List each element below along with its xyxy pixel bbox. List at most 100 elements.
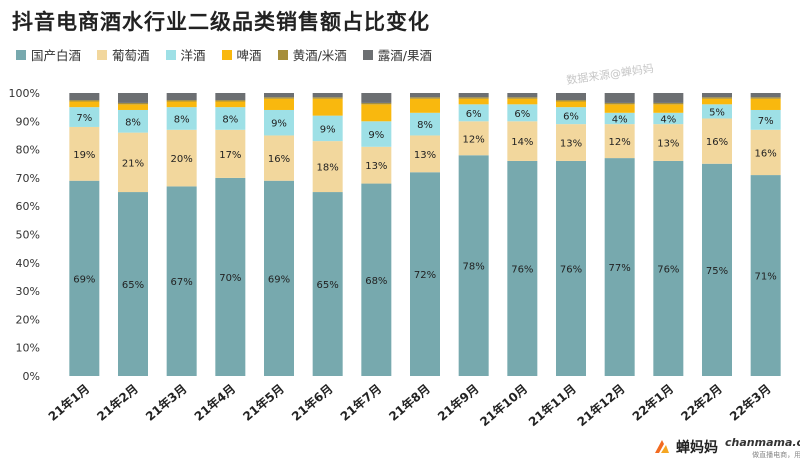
bar-segment <box>215 100 246 102</box>
x-tick-label: 21年7月 <box>337 381 384 424</box>
bar-segment <box>507 121 538 161</box>
data-label: 12% <box>609 137 631 148</box>
legend-swatch <box>16 49 26 60</box>
chart-title: 抖音电商酒水行业二级品类销售额占比变化 <box>12 10 430 34</box>
bar-segment <box>653 104 684 113</box>
x-tick-label: 21年9月 <box>434 381 481 424</box>
data-label: 75% <box>706 266 728 277</box>
data-label: 77% <box>609 263 631 274</box>
bar-segment <box>118 132 148 193</box>
x-tick-label: 21年8月 <box>386 381 433 424</box>
data-label: 69% <box>268 274 290 285</box>
bar-segment <box>556 93 586 101</box>
bar-segment <box>750 97 781 99</box>
y-tick-label: 90% <box>16 115 40 128</box>
bar-segment <box>702 98 732 105</box>
legend-item: 露酒/果酒 <box>362 45 432 64</box>
bar-segment <box>410 135 440 173</box>
bar-segment <box>410 97 440 99</box>
bar-segment <box>410 93 440 98</box>
data-label: 67% <box>171 277 193 288</box>
bar-segment <box>410 112 440 136</box>
bar-segment <box>312 97 343 99</box>
data-label: 8% <box>222 114 238 125</box>
bar-segment <box>118 109 148 133</box>
bar-segment <box>750 93 781 98</box>
data-label: 13% <box>365 161 387 172</box>
legend-label: 黄酒/米酒 <box>292 48 347 63</box>
y-tick-label: 40% <box>16 257 40 270</box>
bar-segment <box>215 177 246 376</box>
legend-swatch <box>362 49 373 60</box>
bar-segment <box>361 121 392 147</box>
x-tick-label: 21年4月 <box>191 381 238 424</box>
bar-segment <box>507 98 538 105</box>
site-info: chanmama.com 做直播电商，用蝉妈妈 <box>725 436 800 460</box>
bar-segment <box>215 107 246 130</box>
bar-segment <box>458 93 489 98</box>
data-label: 69% <box>73 274 95 285</box>
bar-segment <box>458 121 489 156</box>
legend: 国产白酒 葡萄酒 洋酒 啤酒 黄酒/米酒 露酒/果酒 <box>16 45 448 64</box>
bar-segment <box>556 101 586 108</box>
y-tick-label: 80% <box>16 144 40 157</box>
cicada-logo-icon <box>655 440 669 453</box>
bar-segment <box>312 93 343 98</box>
bar-segment <box>312 115 343 142</box>
bar-segment <box>750 129 781 176</box>
bar-segment <box>118 93 148 103</box>
y-tick-label: 100% <box>9 87 40 100</box>
data-label: 76% <box>511 264 533 275</box>
bar-segment <box>702 163 732 376</box>
bar-segment <box>556 107 586 125</box>
data-label: 76% <box>560 264 582 275</box>
legend-label: 露酒/果酒 <box>377 48 432 63</box>
bar-segment <box>166 186 197 376</box>
data-label: 14% <box>511 137 533 148</box>
bar-segment <box>361 146 392 184</box>
legend-label: 洋酒 <box>180 48 206 63</box>
y-tick-label: 10% <box>16 342 40 355</box>
bar-segment <box>166 107 197 130</box>
bar-segment <box>215 101 246 108</box>
data-label: 13% <box>657 139 679 150</box>
bar-segment <box>118 102 148 105</box>
y-tick-label: 60% <box>16 200 40 213</box>
data-label: 8% <box>125 117 141 128</box>
bar-segment <box>604 124 635 159</box>
data-label: 12% <box>463 134 485 145</box>
legend-swatch <box>165 49 176 60</box>
data-label: 4% <box>660 114 676 125</box>
bar-segment <box>312 141 343 193</box>
data-label: 65% <box>122 280 144 291</box>
data-label: 9% <box>368 130 384 141</box>
bar-segment <box>702 118 732 164</box>
bar-segment <box>604 104 635 113</box>
bar-segment <box>653 102 684 105</box>
data-label: 5% <box>709 107 725 118</box>
data-label: 70% <box>219 273 241 284</box>
legend-label: 葡萄酒 <box>112 48 150 63</box>
bar-segment <box>556 160 586 376</box>
data-label: 13% <box>414 150 436 161</box>
bar-segment <box>458 98 489 105</box>
bar-segment <box>69 126 100 181</box>
bar-segment <box>750 109 781 130</box>
bar-segment <box>604 158 635 376</box>
brand-name: 蝉妈妈 <box>676 440 718 456</box>
bar-segment <box>264 98 294 110</box>
bar-segment <box>361 183 392 376</box>
bar-segment <box>118 104 148 110</box>
bar-segment <box>410 172 440 376</box>
legend-swatch <box>277 49 288 60</box>
legend-item: 黄酒/米酒 <box>277 45 347 64</box>
bar-segment <box>604 112 635 125</box>
data-label: 7% <box>76 113 92 124</box>
bar-segment <box>312 98 343 116</box>
legend-item: 啤酒 <box>221 45 262 64</box>
bar-segment <box>215 93 246 101</box>
bar-segment <box>264 180 294 376</box>
bar-segment <box>69 101 100 108</box>
